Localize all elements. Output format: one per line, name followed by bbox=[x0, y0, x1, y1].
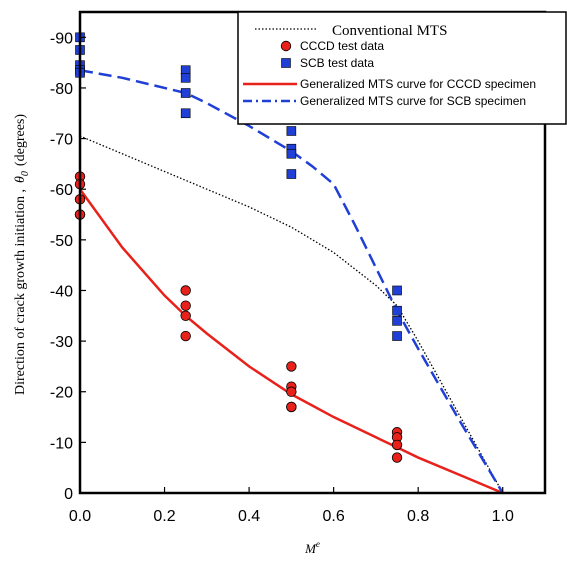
x-tick-label: 1.0 bbox=[492, 508, 514, 525]
x-tick-label: 0.4 bbox=[238, 508, 260, 525]
data-point-square bbox=[180, 88, 191, 98]
data-point-circle bbox=[286, 401, 297, 413]
x-tick-label: 0.6 bbox=[323, 508, 345, 525]
y-tick-label: -50 bbox=[50, 233, 73, 250]
data-point-circle bbox=[391, 452, 403, 463]
y-tick-label: -40 bbox=[50, 283, 73, 300]
data-point-square bbox=[392, 305, 402, 316]
legend-swatch-circle bbox=[280, 40, 292, 52]
data-point-circle bbox=[180, 300, 191, 311]
data-point-square bbox=[286, 148, 297, 159]
y-tick-label: -30 bbox=[50, 334, 73, 351]
legend-swatch-square bbox=[281, 58, 291, 68]
series-line-0 bbox=[79, 135, 504, 494]
legend-entry-label: Generalized MTS curve for CCCD specimen bbox=[300, 77, 536, 91]
x-tick-label: 0.8 bbox=[407, 508, 429, 525]
data-point-square bbox=[286, 126, 297, 136]
y-tick-label: -90 bbox=[50, 30, 73, 47]
y-tick-label: -60 bbox=[50, 182, 73, 199]
y-axis-label: Direction of crack growth initiation ,θ0… bbox=[13, 114, 31, 395]
x-tick-label: 0.2 bbox=[153, 508, 175, 525]
data-point-square bbox=[180, 108, 191, 119]
legend-entry-label: CCCD test data bbox=[300, 39, 384, 53]
data-point-square bbox=[286, 169, 297, 179]
y-tick-label: -70 bbox=[50, 132, 73, 149]
data-point-circle bbox=[180, 285, 191, 296]
data-point-circle bbox=[180, 330, 191, 342]
series-line-3 bbox=[78, 188, 504, 495]
x-axis-label: Me bbox=[304, 539, 320, 556]
data-point-circle bbox=[391, 439, 403, 451]
y-tick-label: -20 bbox=[50, 385, 73, 402]
data-point-circle bbox=[286, 386, 297, 397]
x-tick-label: 0.0 bbox=[69, 508, 91, 525]
data-point-square bbox=[180, 73, 191, 83]
data-point-square bbox=[392, 285, 402, 296]
y-tick-label: -80 bbox=[50, 81, 73, 98]
y-tick-label: -10 bbox=[50, 435, 73, 452]
data-point-square bbox=[392, 316, 402, 326]
legend-entry-label: Generalized MTS curve for SCB specimen bbox=[300, 94, 526, 108]
data-point-square bbox=[392, 331, 402, 341]
series-line-4 bbox=[79, 68, 504, 494]
ticks-layer: 0.0 0.2 0.4 0.6 0.8 1.0 0 -10 -20 -30 -40 -50 -60 -70… bbox=[50, 30, 514, 525]
data-point-circle bbox=[286, 361, 297, 372]
legend-entry-label: Conventional MTS bbox=[332, 23, 447, 39]
y-tick-label: 0 bbox=[64, 486, 73, 503]
data-point-circle bbox=[180, 310, 191, 321]
legend-entry-label: SCB test data bbox=[300, 56, 374, 70]
legend-box bbox=[237, 11, 567, 125]
